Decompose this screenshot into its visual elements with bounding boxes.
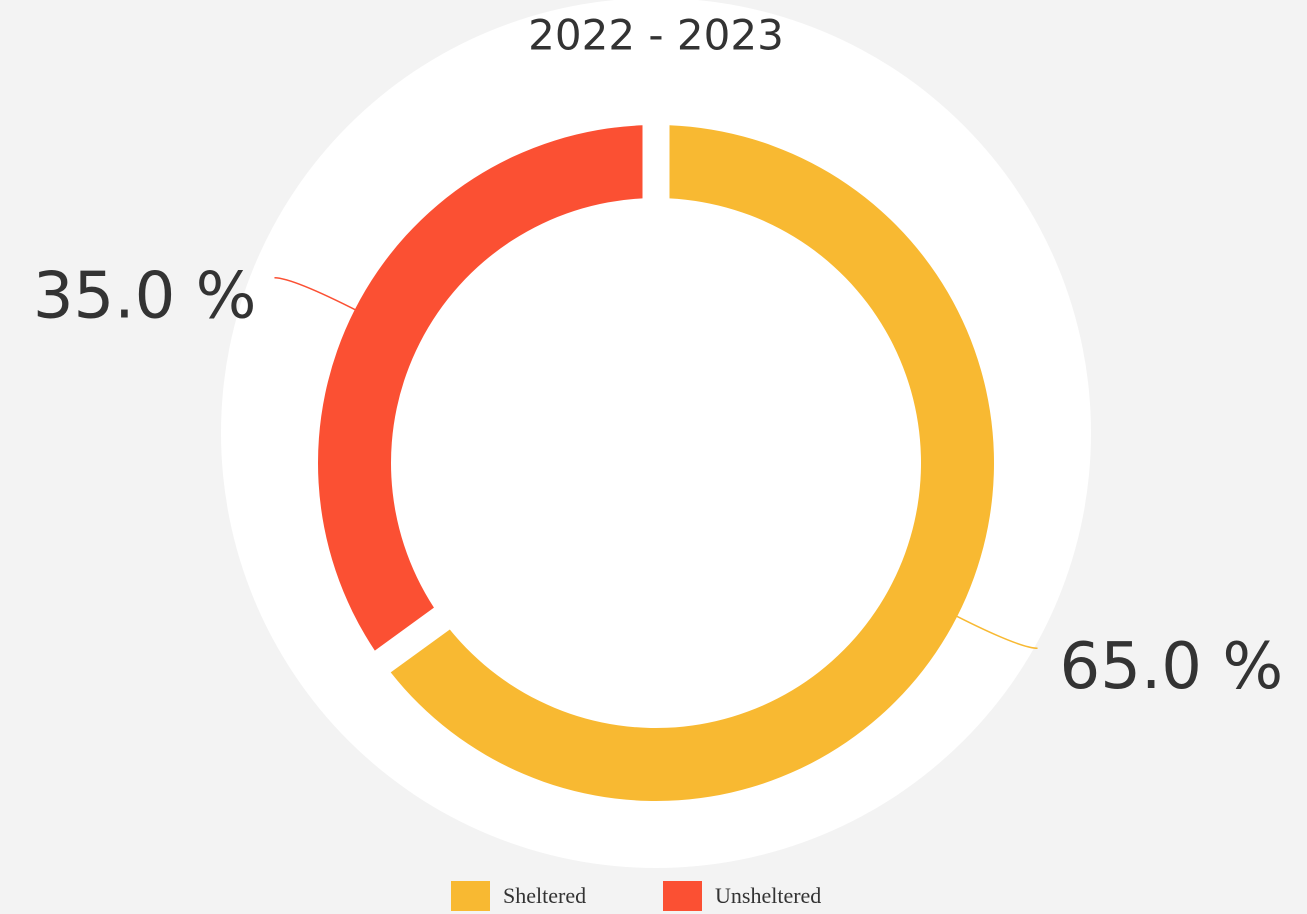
- legend-label: Sheltered: [503, 883, 586, 908]
- label-line: [952, 613, 1038, 649]
- chart-title: 2022 - 2023: [528, 11, 784, 60]
- legend-label: Unsheltered: [715, 883, 821, 908]
- data-label: 65.0 %: [1060, 630, 1284, 704]
- label-line: [274, 277, 360, 313]
- donut-slice: [317, 125, 643, 651]
- data-label: 35.0 %: [33, 259, 257, 333]
- legend-swatch: [663, 881, 702, 911]
- legend-swatch: [451, 881, 490, 911]
